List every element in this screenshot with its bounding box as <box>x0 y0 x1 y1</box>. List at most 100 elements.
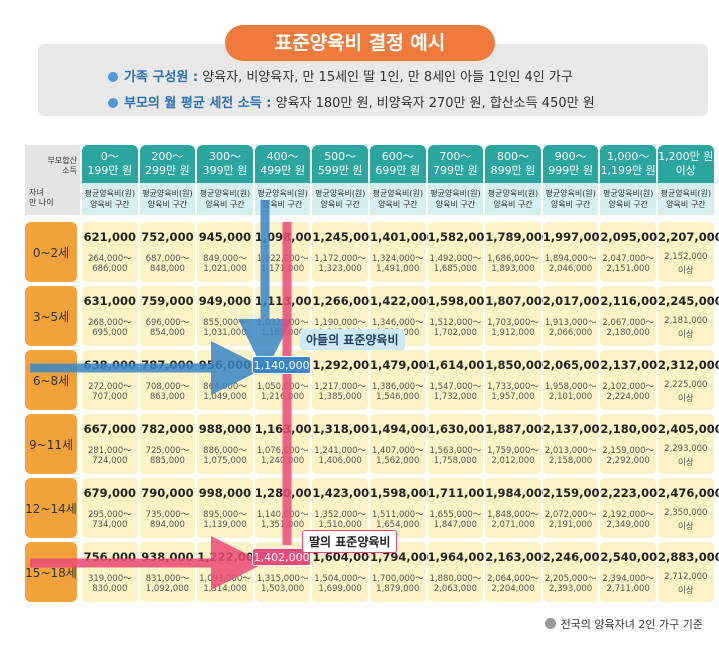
cell: 945,000 849,000～ 1,021,000 <box>197 222 253 282</box>
subheader-line: 평균양육비(원) <box>142 189 193 198</box>
range-line: 1,732,000 <box>433 392 478 402</box>
average-cost: 1,604,000 <box>312 550 378 564</box>
range-line: 이상 <box>677 458 694 468</box>
range-line: 2,047,000～ <box>602 254 655 264</box>
average-cost: 790,000 <box>141 486 194 500</box>
column-header-line: 499만 원 <box>260 164 305 177</box>
column-header-line: 400～ <box>266 150 299 163</box>
average-cost: 1,887,000 <box>485 422 550 436</box>
cell: 1,997,000 1,894,000～ 2,046,000 <box>542 222 608 282</box>
cell: 2,159,000 2,072,000～ 2,191,000 <box>542 478 608 538</box>
average-cost: 1,280,000 <box>254 486 320 500</box>
range-line: 696,000～ <box>145 318 190 328</box>
cell: 1,850,000 1,733,000～ 1,957,000 <box>485 350 550 410</box>
average-cost: 1,222,000 <box>197 550 262 564</box>
cell: 667,000 281,000～ 724,000 <box>82 414 138 474</box>
cell: 2,540,000 2,394,000～ 2,711,000 <box>600 542 665 602</box>
range-line: 281,000～ <box>87 446 132 456</box>
average-cost: 1,964,000 <box>427 550 493 564</box>
range-line: 1,049,000 <box>203 392 247 402</box>
range-line: 1,075,000 <box>203 456 247 466</box>
cell: 759,000 696,000～ 854,000 <box>139 286 196 346</box>
cell: 1,163,000 1,076,000～ 1,240,000 <box>254 414 320 474</box>
corner-cell: 부모합산 소득 자녀 만 나이 <box>25 145 80 215</box>
row-label: 15~18세 <box>25 542 77 602</box>
corner-label: 만 나이 <box>29 198 54 207</box>
range-line: 2,180,000 <box>606 328 650 338</box>
row-label: 0~2세 <box>25 222 77 282</box>
info-line: 부모의 월 평균 세전 소득 : 양육자 180만 원, 비양육자 270만 원… <box>108 92 595 111</box>
range-line: 1,958,000～ <box>544 382 597 392</box>
column-header-line: 199만 원 <box>87 164 133 177</box>
corner-label: 소득 <box>62 166 77 175</box>
average-cost: 667,000 <box>83 422 136 436</box>
cell: 1,789,000 1,686,000～ 1,893,000 <box>485 222 550 282</box>
average-cost: 2,017,000 <box>542 294 608 308</box>
average-cost: 1,494,000 <box>370 422 435 436</box>
range-line: 2,712,000 <box>664 572 708 582</box>
range-line: 1,510,000 <box>318 520 362 530</box>
cell: 949,000 855,000～ 1,031,000 <box>197 286 253 346</box>
cell: 1,964,000 1,880,000～ 2,063,000 <box>427 542 493 602</box>
average-cost: 1,163,000 <box>254 422 320 436</box>
cell: 1,401,000 1,324,000～ 1,491,000 <box>370 222 435 282</box>
cell: 1,711,000 1,655,000～ 1,847,000 <box>427 478 492 538</box>
range-line: 1,848,000～ <box>487 510 539 520</box>
range-line: 1,512,000～ <box>429 318 482 328</box>
cell: 1,292,000 1,217,000～ 1,385,000 <box>312 350 377 410</box>
range-line: 1,022,000～ <box>256 254 309 264</box>
range-line: 831,000～ <box>145 574 190 584</box>
range-line: 848,000 <box>149 264 185 274</box>
column-header-line: 500～ <box>324 150 357 163</box>
column-header-line: 200～ <box>151 150 184 163</box>
average-cost: 1,479,000 <box>370 358 435 372</box>
range-line: 2,012,000 <box>491 456 535 466</box>
column-header: 1,200만 원 이상 <box>658 145 714 183</box>
range-line: 1,351,000 <box>260 520 305 530</box>
range-line: 2,071,000 <box>491 520 535 530</box>
range-line: 1,190,000～ <box>314 318 367 328</box>
average-cost: 759,000 <box>141 294 194 308</box>
subheader-line: 평균양육비(원) <box>545 189 596 198</box>
range-line: 2,066,000 <box>548 328 593 338</box>
range-line: 1,686,000～ <box>487 254 539 264</box>
range-line: 1,913,000～ <box>544 318 597 328</box>
range-line: 1,503,000 <box>260 584 305 594</box>
range-line: 2,293,000 <box>664 444 708 454</box>
subheader-line: 평균양육비(원) <box>660 189 711 198</box>
average-cost: 1,113,000 <box>254 294 320 308</box>
average-cost: 938,000 <box>141 550 194 564</box>
range-line: 이상 <box>677 586 694 596</box>
info-label: 가족 구성원 : <box>124 70 199 85</box>
row-label: 9~11세 <box>25 414 77 474</box>
average-cost: 1,401,000 <box>370 230 435 244</box>
range-line: 2,158,000 <box>548 456 593 466</box>
range-line: 264,000～ <box>87 254 132 264</box>
average-cost: 1,794,000 <box>370 550 435 564</box>
range-line: 1,654,000 <box>376 520 420 530</box>
average-cost: 2,883,000 <box>658 550 719 564</box>
range-line: 1,700,000～ <box>371 574 424 584</box>
range-line: 725,000～ <box>145 446 190 456</box>
range-line: 1,879,000 <box>376 584 420 594</box>
column-header: 400～ 499만 원 <box>254 145 311 183</box>
row-label: 12~14세 <box>25 478 77 538</box>
column-header-line: 1,200만 원 <box>658 150 714 163</box>
average-cost: 787,000 <box>141 358 194 372</box>
range-line: 1,171,000 <box>260 264 305 274</box>
range-line: 2,225,000 <box>664 380 708 390</box>
range-line: 1,406,000 <box>318 456 362 466</box>
subheader-line: 양육비 구간 <box>666 200 706 209</box>
range-line: 2,349,000 <box>606 520 650 530</box>
cell: 2,476,000 2,350,000 이상 <box>658 478 719 538</box>
range-line: 864,000～ <box>203 382 247 392</box>
subheader: 평균양육비(원) 양육비 구간 <box>197 183 253 215</box>
column-header-line: 799만 원 <box>433 164 478 177</box>
cell: 1,479,000 1,386,000～ 1,546,000 <box>370 350 435 410</box>
range-line: 894,000 <box>149 520 185 530</box>
range-line: 2,046,000 <box>548 264 593 274</box>
range-line: 1,912,000 <box>491 328 535 338</box>
range-line: 1,699,000 <box>318 584 362 594</box>
subheader-line: 평균양육비(원) <box>372 189 423 198</box>
average-cost: 2,476,000 <box>658 486 719 500</box>
